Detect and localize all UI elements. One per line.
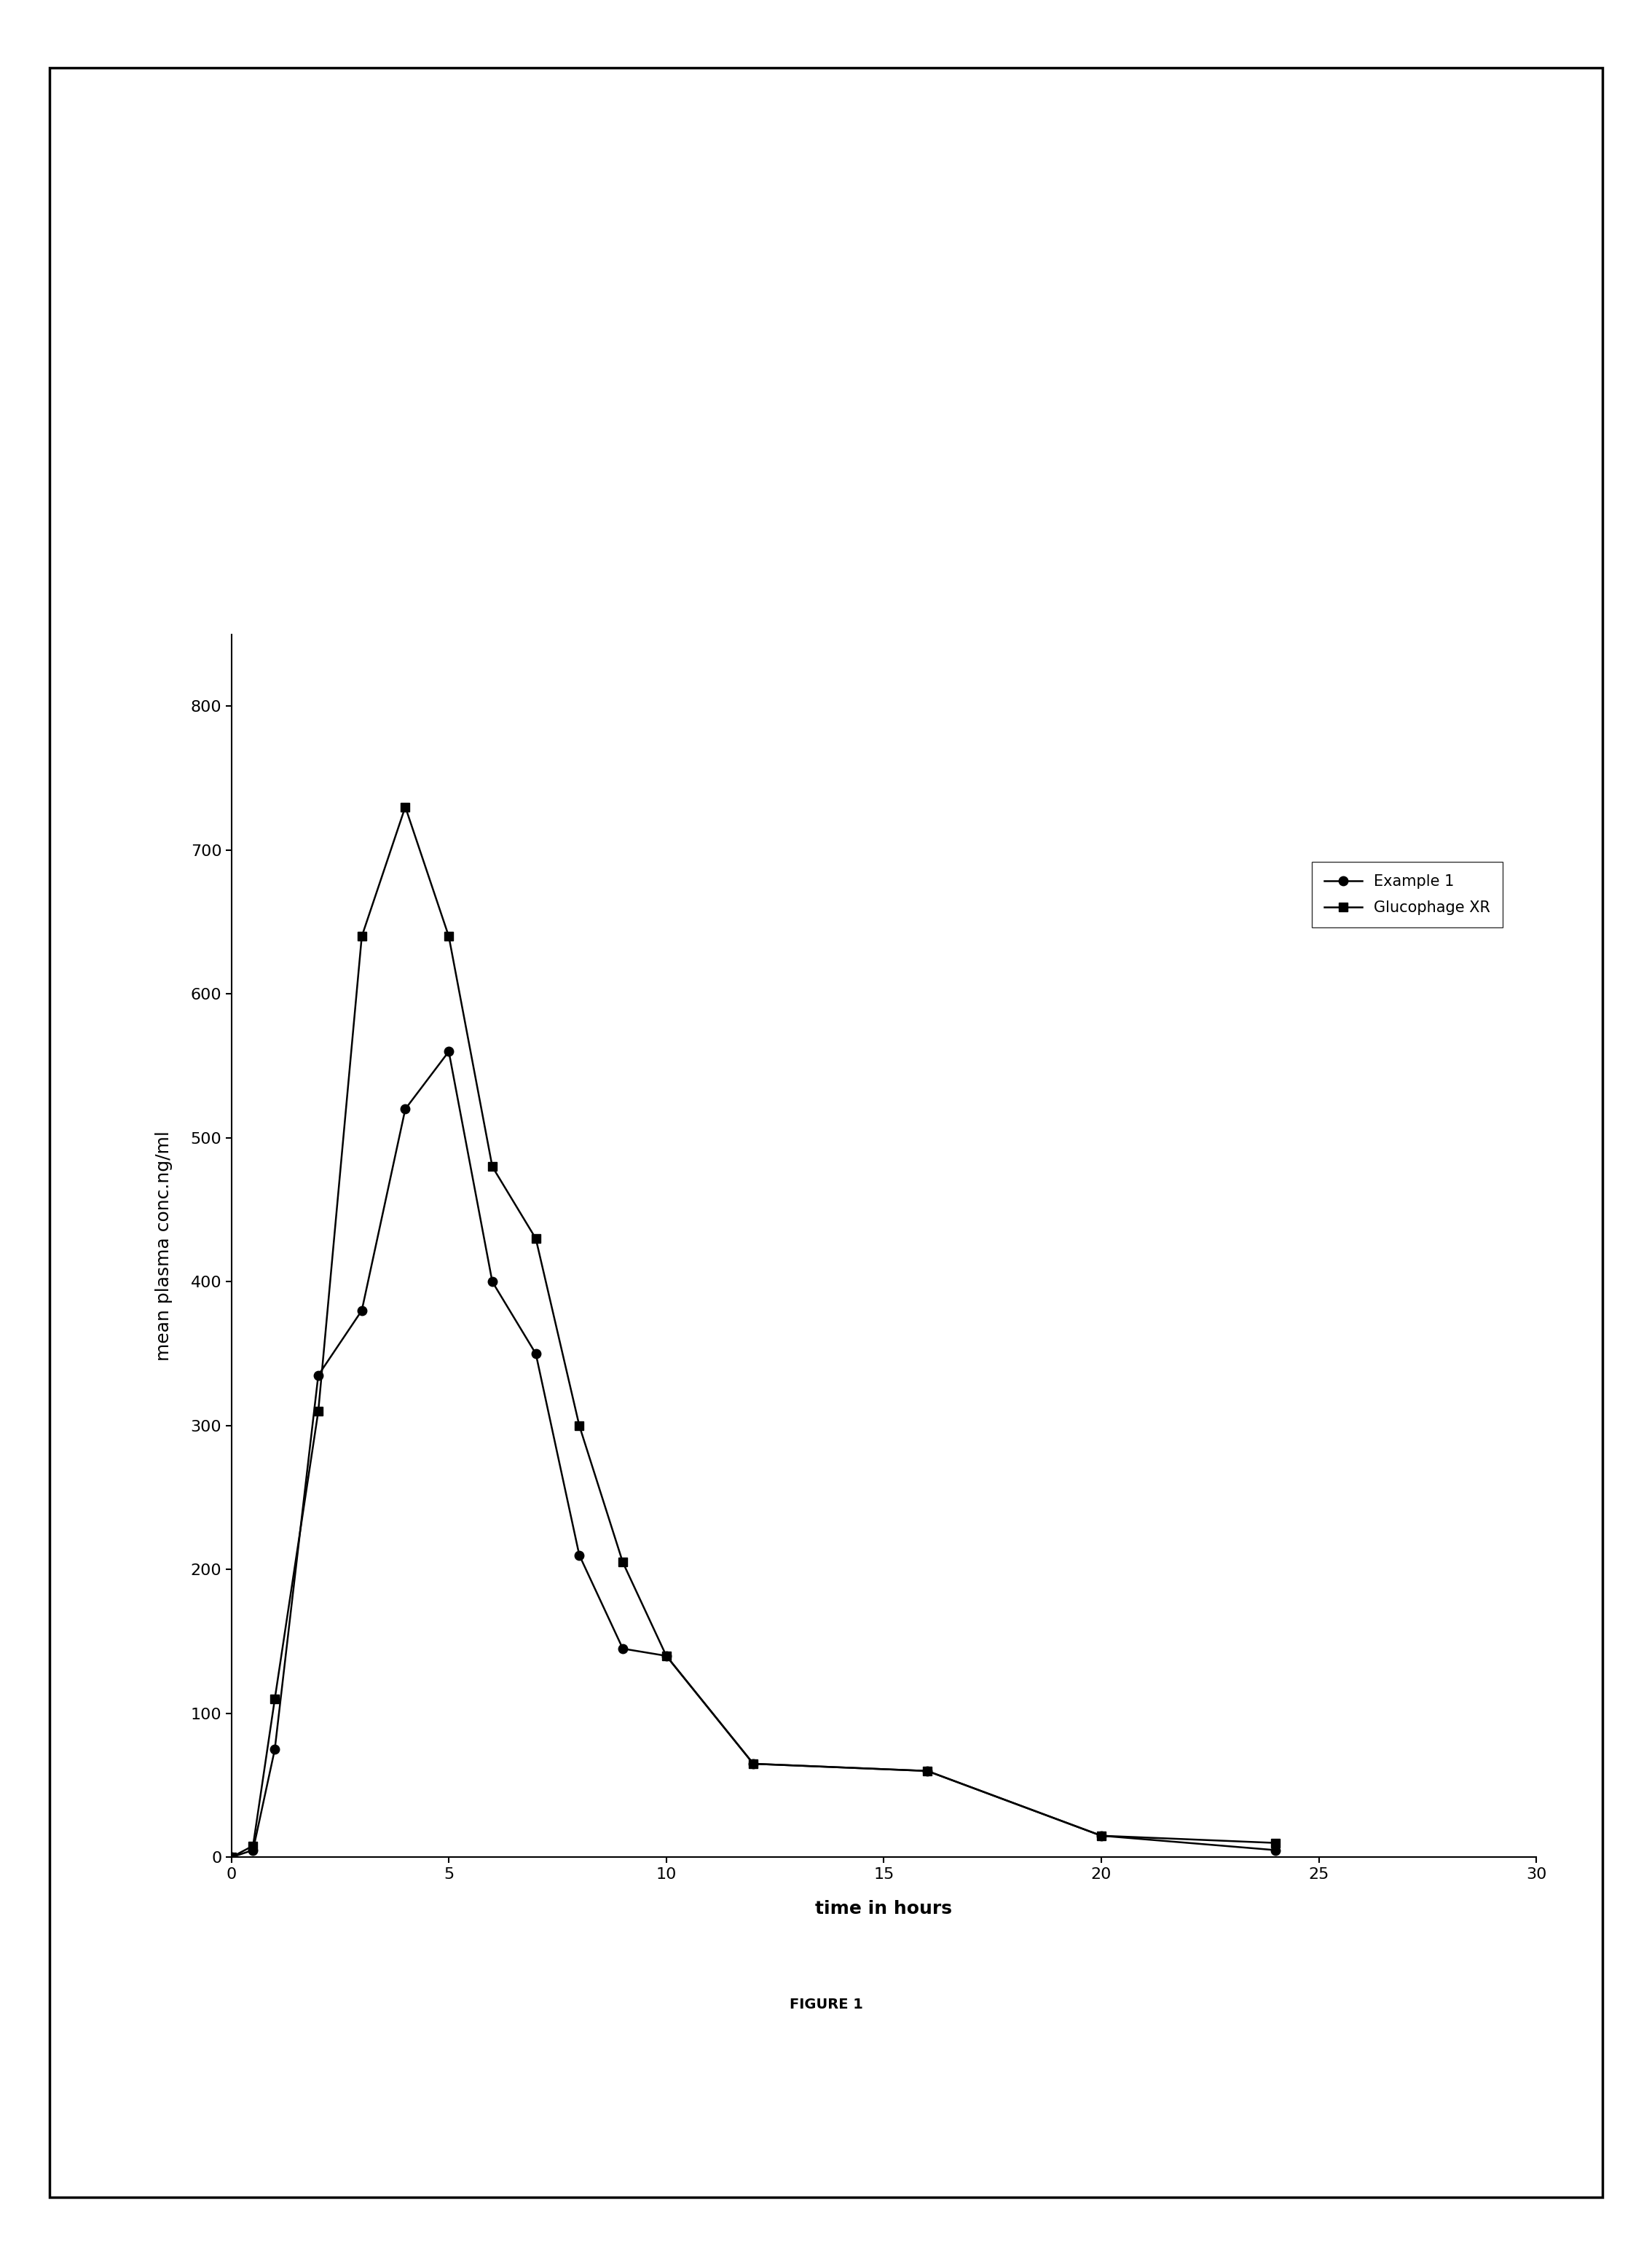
Example 1 <box>525 1341 545 1368</box>
Text: FIGURE 1: FIGURE 1 <box>790 1998 862 2011</box>
Example 1 <box>917 1758 937 1785</box>
Example 1 <box>1092 1821 1112 1848</box>
Glucophage XR <box>656 1642 676 1669</box>
Example 1 <box>221 1844 241 1871</box>
Glucophage XR <box>309 1398 329 1425</box>
Glucophage XR <box>743 1751 763 1778</box>
Glucophage XR <box>1092 1821 1112 1848</box>
Example 1 <box>1265 1837 1285 1864</box>
Y-axis label: mean plasma conc.ng/ml: mean plasma conc.ng/ml <box>155 1130 172 1361</box>
Glucophage XR <box>243 1832 263 1860</box>
Glucophage XR <box>570 1411 590 1438</box>
X-axis label: time in hours: time in hours <box>816 1900 952 1916</box>
Glucophage XR <box>525 1225 545 1253</box>
Example 1 <box>743 1751 763 1778</box>
Example 1 <box>395 1096 415 1123</box>
Example 1 <box>243 1837 263 1864</box>
Glucophage XR <box>1265 1830 1285 1857</box>
Glucophage XR <box>352 922 372 949</box>
Line: Example 1: Example 1 <box>226 1046 1280 1862</box>
Example 1 <box>482 1268 502 1296</box>
Glucophage XR <box>395 793 415 820</box>
Example 1 <box>570 1542 590 1570</box>
Glucophage XR <box>613 1549 633 1576</box>
Example 1 <box>656 1642 676 1669</box>
Glucophage XR <box>482 1153 502 1180</box>
Legend: Example 1, Glucophage XR: Example 1, Glucophage XR <box>1312 863 1503 926</box>
Line: Glucophage XR: Glucophage XR <box>226 802 1280 1862</box>
Glucophage XR <box>264 1685 284 1712</box>
Example 1 <box>613 1635 633 1663</box>
Glucophage XR <box>439 922 459 949</box>
Example 1 <box>439 1037 459 1065</box>
Glucophage XR <box>221 1844 241 1871</box>
Example 1 <box>264 1735 284 1762</box>
Example 1 <box>352 1298 372 1325</box>
Example 1 <box>309 1361 329 1388</box>
Glucophage XR <box>917 1758 937 1785</box>
